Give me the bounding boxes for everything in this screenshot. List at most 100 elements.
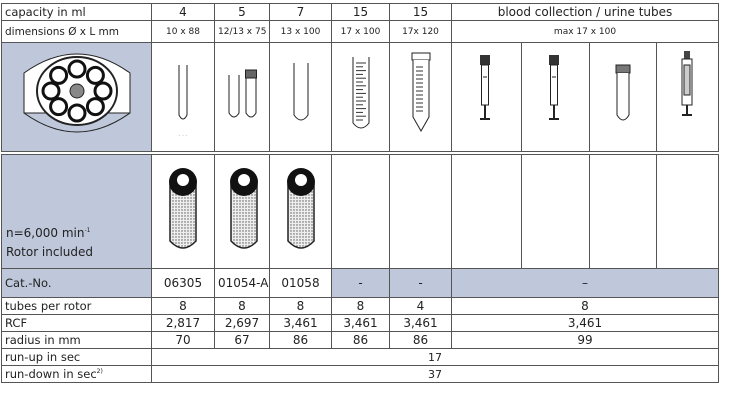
cell: 2,697 [214,314,270,332]
spec-table: capacity in ml 4 5 7 15 15 blood collect… [1,3,719,383]
cell: 17x 120 [389,20,452,43]
image-cell [451,42,522,154]
icon-part [238,174,250,186]
icon-part [23,112,131,133]
icon [216,43,269,151]
icon-part [245,69,257,79]
icon-part [684,51,690,59]
cell: 01054-A [214,268,270,298]
icon-part [245,73,257,118]
row: capacity in ml 4 5 7 15 15 blood collect… [1,3,719,21]
row-label: dimensions Ø x L mm [1,20,152,43]
row: dimensions Ø x L mm 10 x 88 12/13 x 75 1… [1,20,719,43]
image-cell [589,42,657,154]
cell: 3,461 [389,314,452,332]
icon-part [683,64,691,96]
illustration [615,64,631,121]
row: · · · [1,42,719,154]
label-text: run-down in sec [5,367,97,381]
illustration [549,55,559,120]
cell: 17 [151,348,719,366]
rotor-image-cell [1,42,152,154]
icon [216,157,269,262]
icon-part [550,64,558,106]
rotor-speed-exponent: -1 [84,227,91,234]
cell: 86 [389,331,452,349]
cell: 13 x 100 [269,20,332,43]
row-label: capacity in ml [1,3,152,21]
image-cell [521,151,590,269]
icon-part [286,184,315,249]
cell: 3,461 [331,314,390,332]
row-label: run-down in sec2) [1,365,152,383]
image-cell [151,151,215,269]
image-cell [389,42,452,154]
icon [153,157,214,262]
row: tubes per rotor 8 8 8 8 4 8 [1,297,719,315]
icon [523,43,589,151]
icon-part: · · · [179,133,187,139]
icon [591,43,656,151]
cell: – [451,268,719,298]
image-cell [331,42,390,154]
image-cell [656,151,719,269]
cell: 12/13 x 75 [214,20,270,43]
row-label: radius in mm [1,331,152,349]
cell: 8 [214,297,270,315]
image-cell [656,42,719,154]
icon-part [49,65,69,85]
cell: blood collection / urine tubes [451,3,719,21]
illustration [23,53,131,133]
icon-part [293,63,309,121]
cell: 06305 [151,268,215,298]
row-label: tubes per rotor [1,297,152,315]
image-cell [269,151,332,269]
cell: 70 [151,331,215,349]
image-cell [269,42,332,154]
cell: max 17 x 100 [451,20,719,43]
illustration [230,168,258,249]
cell: 7 [269,3,332,21]
icon: · · · [153,43,214,151]
icon-part [616,73,630,121]
icon-part [49,97,69,117]
cell: 15 [331,3,390,21]
cell: 8 [269,297,332,315]
icon-part [294,174,307,186]
icon [391,43,451,151]
image-cell [331,151,390,269]
icon [453,43,521,151]
illustration [169,168,197,249]
rotor-speed: n=6,000 min [6,226,85,240]
cell: 3,461 [269,314,332,332]
cell: 8 [451,297,719,315]
cell: - [331,268,390,298]
footnote-mark: 2) [96,368,103,376]
icon-part [93,81,113,101]
icon [271,43,331,151]
icon-part [411,52,431,61]
illustration [228,69,257,118]
row-label: RCF [1,314,152,332]
icon-part [178,65,188,120]
image-cell [214,42,270,154]
illustration [411,52,431,133]
icon [3,43,151,151]
cell: 4 [151,3,215,21]
image-cell [389,151,452,269]
icon-part [67,103,87,123]
icon [271,157,331,262]
image-cell [451,151,522,269]
icon-part [228,75,240,118]
cell: 15 [389,3,452,21]
cell: 99 [451,331,719,349]
icon-part [169,184,197,249]
icon [658,43,718,151]
icon-part [177,174,189,186]
image-cell [214,151,270,269]
icon-part [352,57,370,129]
icon-part [67,59,87,79]
illustration [681,51,693,116]
cell: 86 [269,331,332,349]
row: n=6,000 min-1 Rotor included [1,151,719,269]
